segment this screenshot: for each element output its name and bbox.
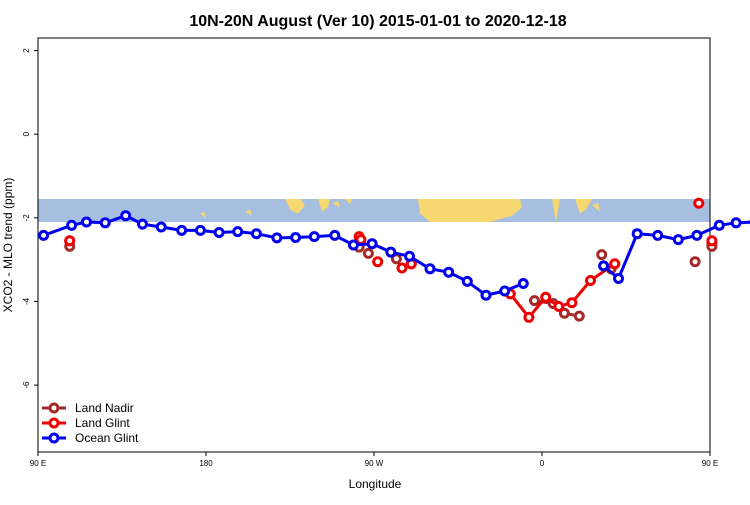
map-land-7 (592, 203, 600, 212)
ocean-glint-point (631, 228, 643, 240)
ocean-glint-point (176, 224, 188, 236)
y-axis-label: XCO2 - MLO trend (ppm) (1, 178, 15, 313)
map-land-4 (418, 199, 522, 222)
land-glint-point (693, 197, 705, 209)
legend-marker (48, 432, 60, 444)
ocean-glint-point (250, 228, 262, 240)
x-tick-label: 0 (540, 459, 545, 468)
y-tick-label: 2 (22, 48, 31, 53)
land-glint-point (64, 235, 76, 247)
land-nadir-point (558, 307, 570, 319)
ocean-glint-point (232, 226, 244, 238)
ocean-glint-point (613, 273, 624, 284)
land-glint-point (553, 301, 565, 312)
world-map-strip (38, 199, 710, 222)
y-tick-label: -6 (22, 381, 31, 389)
x-tick-label: 180 (199, 459, 213, 468)
land-nadir-point (596, 249, 608, 261)
x-tick-label: 90 E (702, 459, 718, 468)
legend-label: Land Nadir (75, 401, 134, 415)
ocean-glint-point (38, 229, 50, 241)
land-glint-point (396, 262, 408, 274)
land-glint-point (585, 275, 596, 286)
series-layer (38, 197, 750, 323)
y-tick-label: -4 (22, 297, 31, 305)
land-nadir-point (362, 247, 374, 259)
y-tick-label: 0 (22, 131, 31, 136)
land-glint-point (706, 235, 718, 247)
map-land-6 (575, 199, 592, 214)
legend-label: Ocean Glint (75, 431, 139, 445)
ocean-glint-point (424, 263, 436, 275)
ocean-glint-point (652, 229, 664, 241)
ocean-glint-point (290, 232, 302, 243)
ocean-glint-point (329, 229, 341, 241)
ocean-glint-point (81, 216, 92, 228)
land-glint-point (609, 258, 621, 270)
map-land-1 (318, 199, 330, 212)
map-land-0 (285, 199, 305, 214)
ocean-glint-point (404, 250, 415, 262)
land-nadir-point (689, 256, 701, 268)
ocean-glint-point (598, 260, 610, 272)
legend-marker (48, 402, 60, 414)
map-land-5 (552, 199, 560, 222)
legend-label: Land Glint (75, 416, 130, 430)
ocean-glint-point (66, 219, 78, 231)
ocean-glint-point (480, 289, 492, 301)
axes: 90 E 180 90 W 0 90 E 2 0 -2 -4 -6 (22, 48, 718, 468)
ocean-glint-point (348, 239, 359, 251)
ocean-glint-point (271, 232, 283, 244)
ocean-glint-point (194, 224, 206, 236)
ocean-glint-point (385, 246, 397, 258)
x-tick-label: 90 E (30, 459, 46, 468)
ocean-glint-point (137, 218, 148, 230)
ocean-glint-line (602, 220, 750, 280)
legend-marker (48, 417, 60, 429)
land-glint-point (523, 311, 535, 323)
ocean-glint-point (517, 278, 529, 289)
land-glint-point (540, 291, 552, 303)
chart-title: 10N-20N August (Ver 10) 2015-01-01 to 20… (189, 13, 566, 30)
ocean-glint-point (461, 275, 473, 287)
map-land-3 (345, 199, 352, 205)
land-nadir-point (529, 295, 540, 307)
ocean-glint-point (672, 234, 684, 246)
ocean-glint-point (308, 231, 320, 243)
x-tick-label: 90 W (365, 459, 384, 468)
ocean-glint-point (213, 227, 225, 238)
land-nadir-point (573, 310, 585, 322)
map-land-2 (332, 201, 340, 208)
land-glint-point (372, 256, 384, 268)
ocean-glint-point (155, 221, 167, 233)
map-ocean (38, 199, 710, 222)
y-tick-label: -2 (22, 214, 31, 222)
ocean-glint-point (366, 238, 378, 250)
ocean-glint-point (99, 217, 111, 229)
ocean-glint-point (713, 219, 725, 231)
ocean-glint-point (120, 210, 132, 222)
ocean-glint-line (43, 214, 524, 297)
ocean-glint-point (730, 217, 742, 229)
map-land-8 (245, 209, 252, 216)
ocean-glint-point (499, 285, 511, 297)
land-glint-point (566, 297, 578, 309)
map-land-9 (200, 211, 206, 218)
x-axis-label: Longitude (349, 477, 402, 491)
ocean-glint-point (443, 266, 455, 278)
ocean-glint-point (691, 229, 703, 241)
